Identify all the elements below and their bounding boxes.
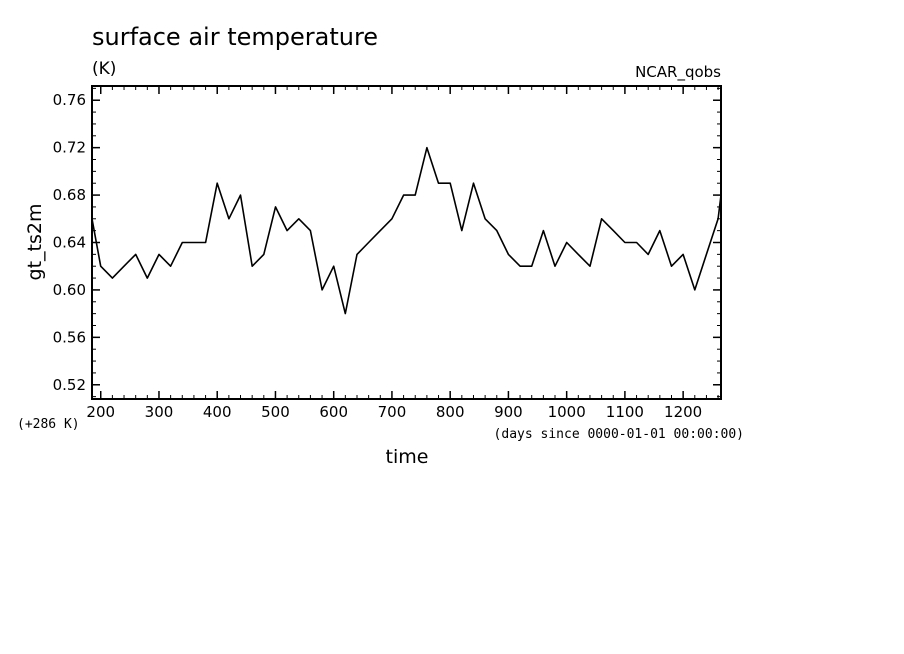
x-tick-label: 600 xyxy=(319,403,348,421)
ticks-layer xyxy=(92,86,721,399)
series-layer xyxy=(91,146,722,315)
x-tick-label: 1000 xyxy=(548,403,586,421)
y-tick-label: 0.60 xyxy=(53,281,86,299)
y-tick-label: 0.68 xyxy=(53,186,86,204)
series-line xyxy=(91,146,722,315)
y-offset-label: (+286 K) xyxy=(17,417,80,432)
x-tick-label: 1200 xyxy=(664,403,702,421)
x-units-label: (days since 0000-01-01 00:00:00) xyxy=(494,427,744,442)
y-tick-label: 0.56 xyxy=(53,328,86,346)
x-tick-label: 800 xyxy=(436,403,465,421)
y-tick-labels: 0.52 0.56 0.60 0.64 0.68 0.72 0.76 xyxy=(53,91,86,394)
x-tick-label: 1100 xyxy=(606,403,644,421)
x-tick-labels: 200 300 400 500 600 700 800 900 1000 1100 1200 xyxy=(86,403,702,421)
x-tick-label: 400 xyxy=(203,403,232,421)
chart-title: surface air temperature xyxy=(92,23,378,51)
x-tick-label: 700 xyxy=(378,403,407,421)
source-label: NCAR_qobs xyxy=(635,63,721,82)
units-label: (K) xyxy=(92,59,116,79)
plot-frame xyxy=(91,85,722,400)
y-tick-label: 0.52 xyxy=(53,376,86,394)
y-tick-label: 0.64 xyxy=(53,234,86,252)
y-tick-label: 0.72 xyxy=(53,139,86,157)
x-tick-label: 500 xyxy=(261,403,290,421)
x-tick-label: 300 xyxy=(145,403,174,421)
x-tick-label: 200 xyxy=(86,403,115,421)
x-tick-label: 900 xyxy=(494,403,523,421)
x-axis-label: time xyxy=(386,446,429,468)
y-tick-label: 0.76 xyxy=(53,91,86,109)
y-axis-label: gt_ts2m xyxy=(24,204,46,281)
